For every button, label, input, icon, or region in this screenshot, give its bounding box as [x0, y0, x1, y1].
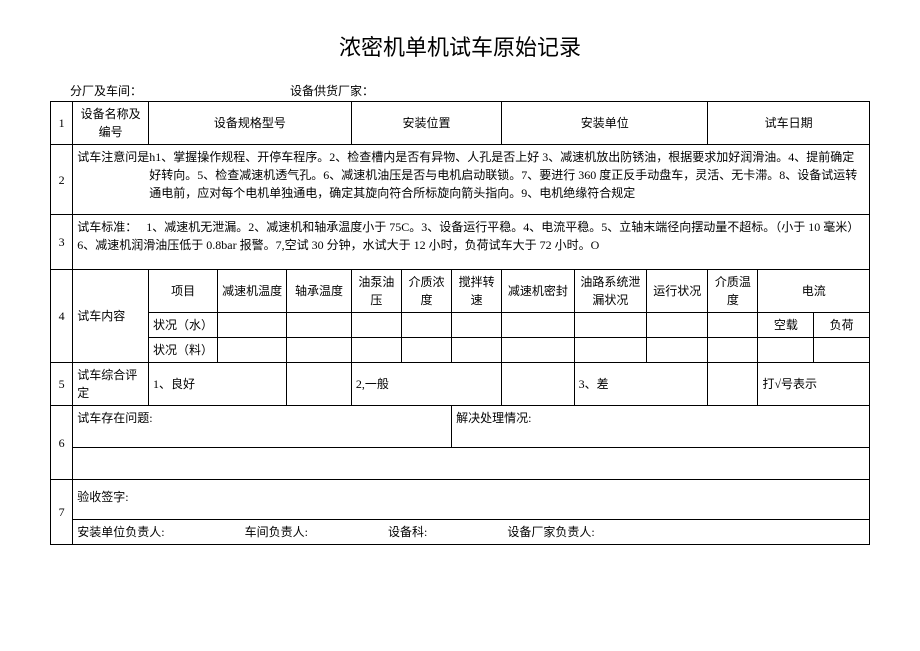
row-1: 1 设备名称及编号 设备规格型号 安装位置 安装单位 试车日期: [51, 102, 870, 145]
signer-equipment: 设备科:: [388, 523, 427, 541]
cell: [287, 313, 352, 338]
col-reducer-temp: 减速机温度: [218, 270, 287, 313]
col-pump-pressure: 油泵油压: [351, 270, 401, 313]
cell: [708, 338, 758, 363]
row-num: 6: [51, 406, 73, 480]
col-medium-temp: 介质温度: [708, 270, 758, 313]
col-oil-leak: 油路系统泄漏状况: [574, 270, 646, 313]
test-date-label: 试车日期: [708, 102, 870, 145]
attention-body: h1、掌握操作规程、开停车程序。2、检查槽内是否有异物、人孔是否上好 3、减速机…: [149, 148, 865, 202]
device-spec-label: 设备规格型号: [149, 102, 352, 145]
cell: [708, 313, 758, 338]
row-5: 5 试车综合评定 1、良好 2,一般 3、差 打√号表示: [51, 363, 870, 406]
factory-workshop-label: 分厂及车间：: [70, 82, 290, 99]
status-material: 状况（料）: [149, 338, 218, 363]
cell: [502, 338, 574, 363]
current-noload: 空载: [758, 313, 814, 338]
problem-label: 试车存在问题:: [73, 406, 452, 448]
attention-cell: 试车注意问是 h1、掌握操作规程、开停车程序。2、检查槽内是否有异物、人孔是否上…: [73, 145, 870, 215]
opt-bad: 3、差: [574, 363, 708, 406]
standard-body: 1、减速机无泄漏。2、减速机和轴承温度小于 75C。3、设备运行平稳。4、电流平…: [77, 220, 859, 252]
col-item: 项目: [149, 270, 218, 313]
col-stir-speed: 搅拌转速: [452, 270, 502, 313]
overall-eval-label: 试车综合评定: [73, 363, 149, 406]
signer-workshop: 车间负责人:: [245, 523, 308, 541]
cell: [218, 338, 287, 363]
row-3: 3 试车标准： 1、减速机无泄漏。2、减速机和轴承温度小于 75C。3、设备运行…: [51, 215, 870, 270]
row-num: 1: [51, 102, 73, 145]
signers-cell: 安装单位负责人: 车间负责人: 设备科: 设备厂家负责人:: [73, 520, 870, 545]
cell: [502, 313, 574, 338]
standard-cell: 试车标准： 1、减速机无泄漏。2、减速机和轴承温度小于 75C。3、设备运行平稳…: [73, 215, 870, 270]
row-6a: 6 试车存在问题: 解决处理情况:: [51, 406, 870, 448]
row-4b: 状况（水） 空载 负荷: [51, 313, 870, 338]
cell: [502, 363, 574, 406]
row-num: 7: [51, 480, 73, 545]
cell: [574, 338, 646, 363]
standard-label: 试车标准：: [77, 220, 137, 234]
cell: [287, 338, 352, 363]
cell: [287, 363, 352, 406]
row-num: 5: [51, 363, 73, 406]
cell: [401, 313, 451, 338]
cell: [401, 338, 451, 363]
cell: [647, 313, 708, 338]
row-2: 2 试车注意问是 h1、掌握操作规程、开停车程序。2、检查槽内是否有异物、人孔是…: [51, 145, 870, 215]
col-run-status: 运行状况: [647, 270, 708, 313]
row-7a: 7 验收签字:: [51, 480, 870, 520]
blank-cell: [73, 448, 870, 480]
row-4c: 状况（料）: [51, 338, 870, 363]
col-current: 电流: [758, 270, 870, 313]
row-num: 3: [51, 215, 73, 270]
accept-sign-label: 验收签字:: [73, 480, 870, 520]
col-medium-conc: 介质浓度: [401, 270, 451, 313]
cell: [814, 338, 870, 363]
install-unit-label: 安装单位: [502, 102, 708, 145]
current-load: 负荷: [814, 313, 870, 338]
cell: [351, 338, 401, 363]
attention-label: 试车注意问是: [77, 148, 149, 202]
cell: [218, 313, 287, 338]
signer-install: 安装单位负责人:: [77, 523, 164, 541]
cell: [758, 338, 814, 363]
col-bearing-temp: 轴承温度: [287, 270, 352, 313]
solution-label: 解决处理情况:: [452, 406, 870, 448]
device-name-label: 设备名称及编号: [73, 102, 149, 145]
row-4a: 4 试车内容 项目 减速机温度 轴承温度 油泵油压 介质浓度 搅拌转速 减速机密…: [51, 270, 870, 313]
page-title: 浓密机单机试车原始记录: [50, 30, 870, 62]
cell: [351, 313, 401, 338]
supplier-label: 设备供货厂家：: [290, 82, 870, 99]
signer-manufacturer: 设备厂家负责人:: [507, 523, 594, 541]
opt-normal: 2,一般: [351, 363, 501, 406]
record-table: 1 设备名称及编号 设备规格型号 安装位置 安装单位 试车日期 2 试车注意问是…: [50, 101, 870, 545]
row-7b: 安装单位负责人: 车间负责人: 设备科: 设备厂家负责人:: [51, 520, 870, 545]
cell: [574, 313, 646, 338]
status-water: 状况（水）: [149, 313, 218, 338]
cell: [708, 363, 758, 406]
row-num: 2: [51, 145, 73, 215]
row-6b: [51, 448, 870, 480]
install-pos-label: 安装位置: [351, 102, 501, 145]
col-reducer-seal: 减速机密封: [502, 270, 574, 313]
cell: [452, 338, 502, 363]
row-num: 4: [51, 270, 73, 363]
test-content-label: 试车内容: [73, 270, 149, 363]
cell: [647, 338, 708, 363]
opt-good: 1、良好: [149, 363, 287, 406]
opt-check: 打√号表示: [758, 363, 870, 406]
cell: [452, 313, 502, 338]
header-line: 分厂及车间： 设备供货厂家：: [50, 82, 870, 99]
